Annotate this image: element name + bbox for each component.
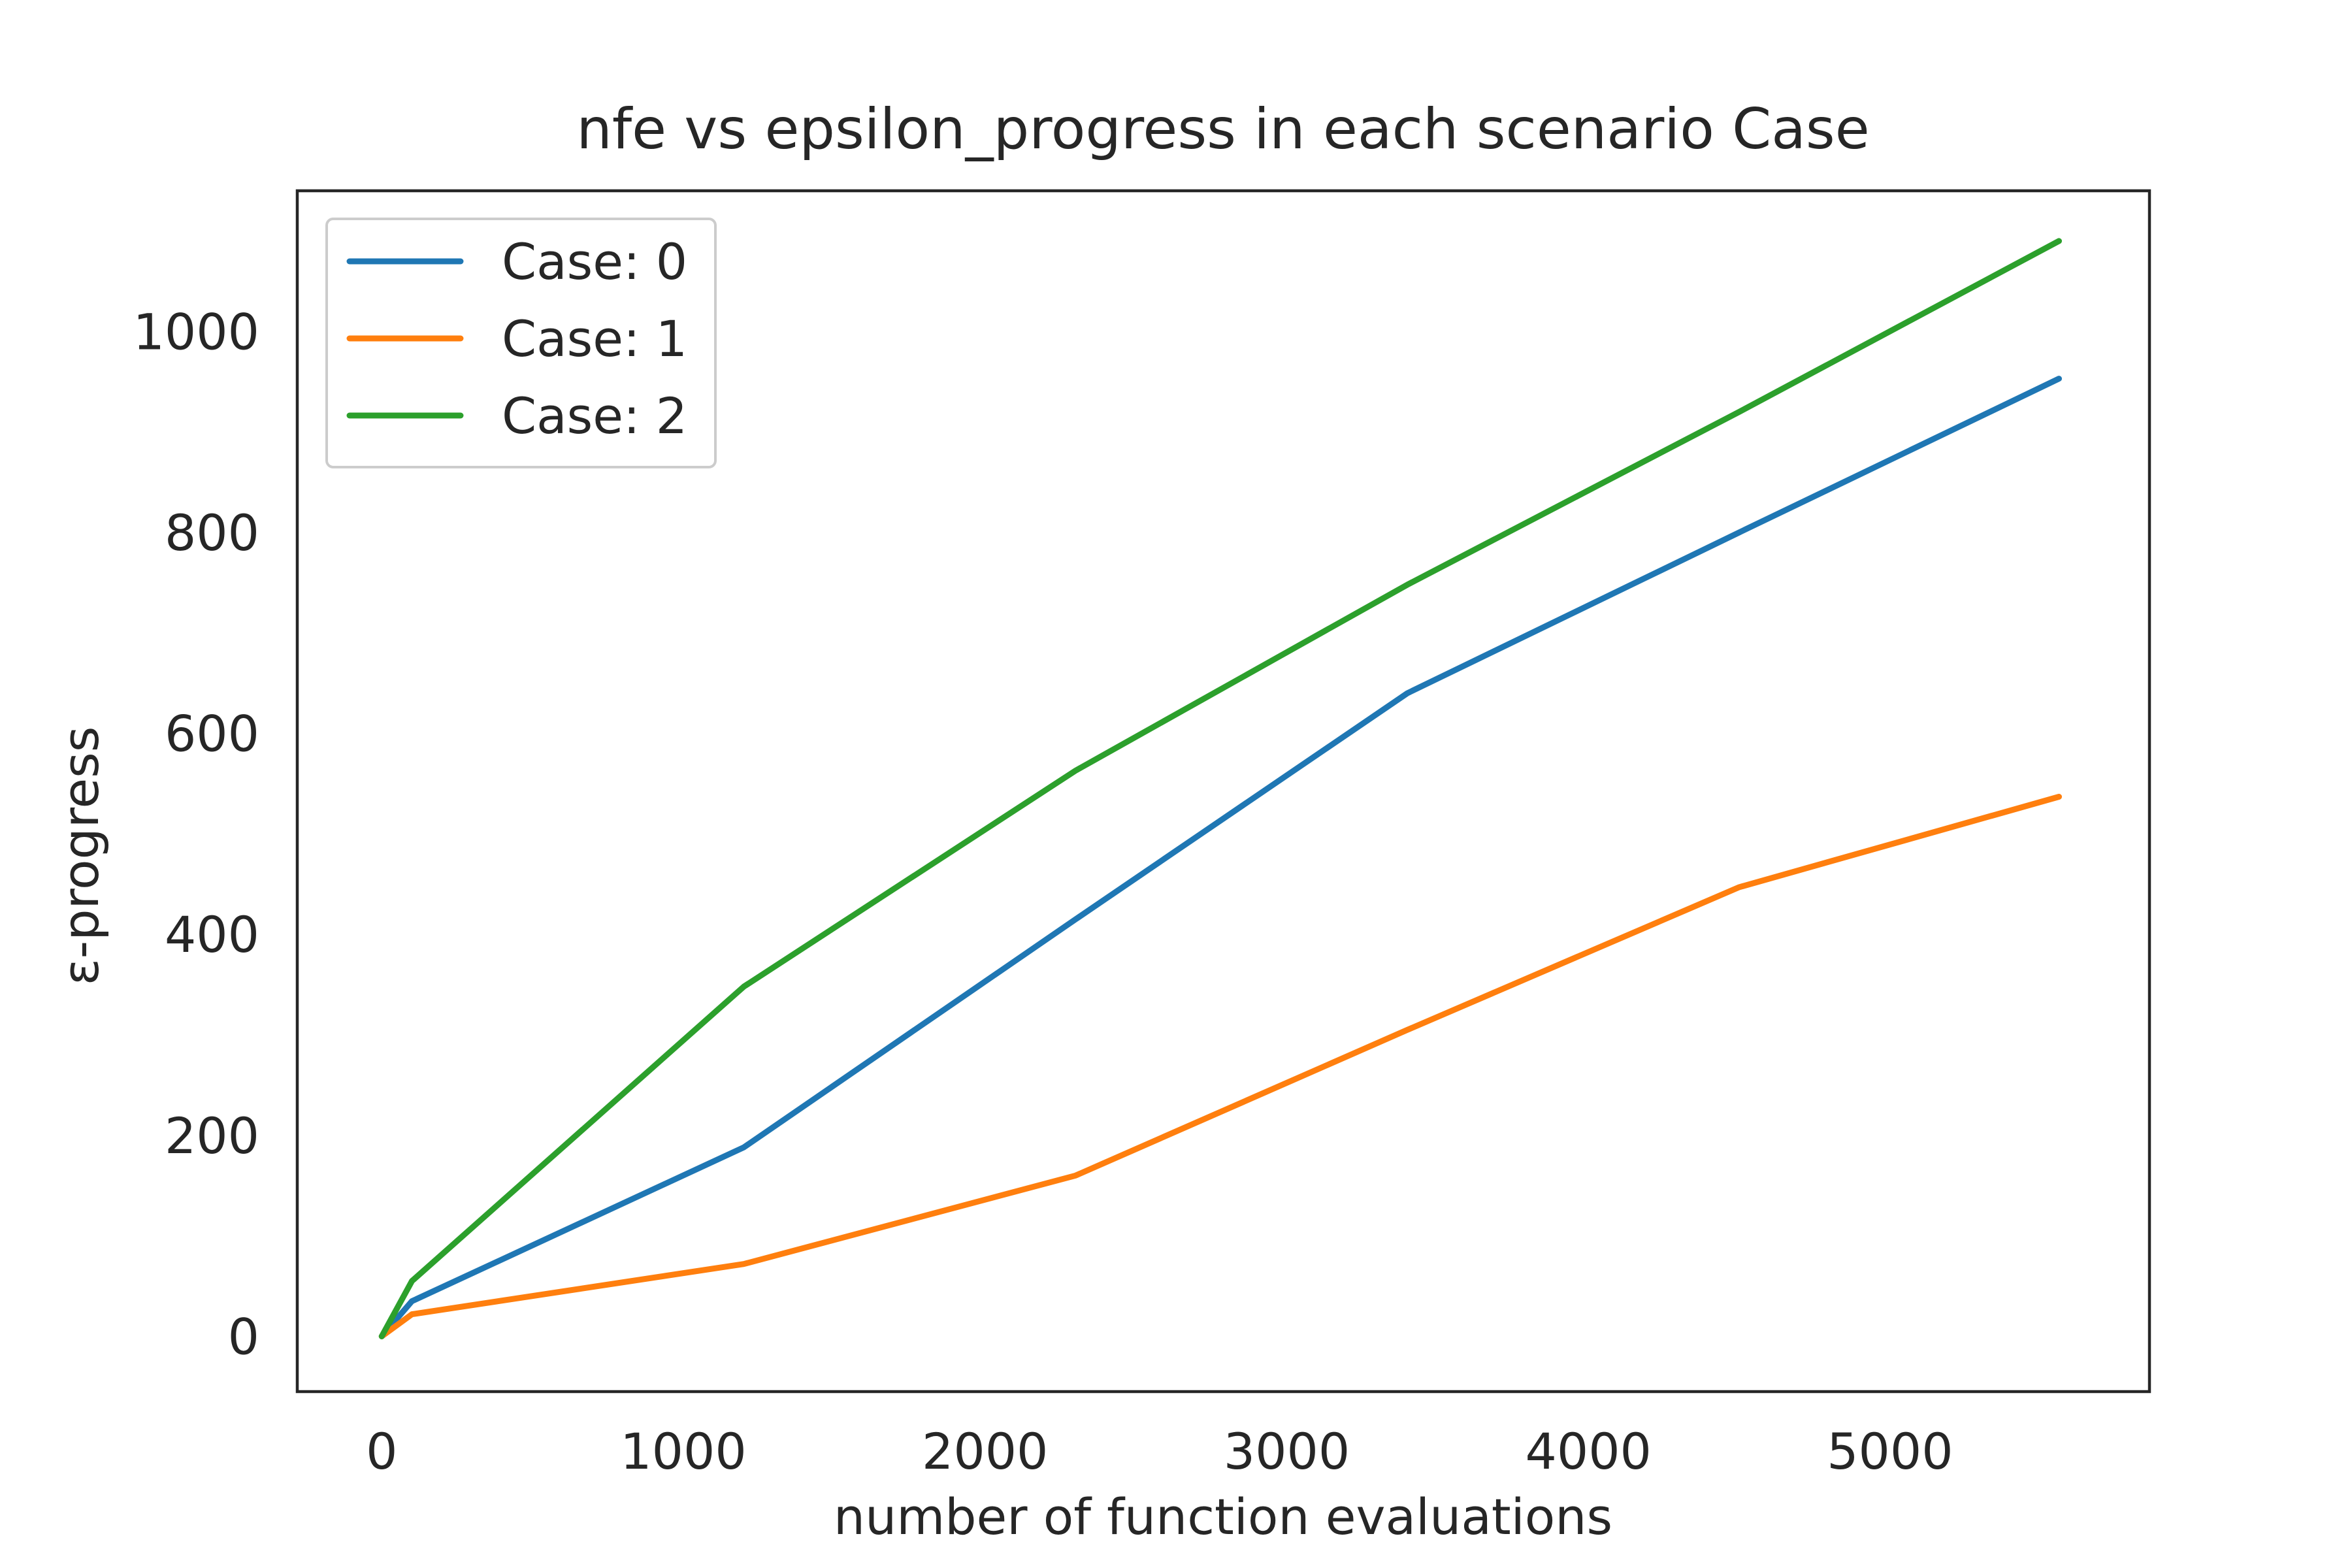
chart-title: nfe vs epsilon_progress in each scenario… — [576, 97, 1869, 162]
y-tick-label: 400 — [165, 906, 259, 964]
legend: Case: 0 Case: 1 Case: 2 — [325, 218, 717, 468]
x-tick-label: 2000 — [922, 1422, 1048, 1480]
series-line-case-2 — [378, 238, 2062, 1339]
legend-label-case-0: Case: 0 — [502, 233, 687, 291]
plot-area: 0 1000 2000 3000 4000 5000 0 200 400 600 800 1000 Ca… — [133, 189, 2151, 1480]
y-tick-label: 1000 — [133, 302, 259, 361]
y-tick-label: 0 — [228, 1307, 259, 1365]
axes-frame — [295, 189, 2151, 1394]
x-tick-label: 0 — [366, 1422, 397, 1480]
x-tick-label: 3000 — [1224, 1422, 1350, 1480]
y-tick-label: 800 — [165, 504, 259, 562]
y-axis-label: ε-progress — [52, 727, 110, 986]
y-tick-label: 600 — [165, 705, 259, 763]
legend-label-case-2: Case: 2 — [502, 387, 687, 445]
x-tick-label: 4000 — [1525, 1422, 1651, 1480]
x-tick-label: 5000 — [1827, 1422, 1953, 1480]
legend-box — [325, 218, 717, 468]
y-tick-label: 200 — [165, 1107, 259, 1165]
series-line-case-0 — [378, 376, 2062, 1339]
x-axis-label: number of function evaluations — [834, 1488, 1612, 1546]
x-tick-label: 1000 — [620, 1422, 746, 1480]
series-line-case-1 — [378, 794, 2062, 1339]
legend-label-case-1: Case: 1 — [502, 310, 687, 368]
